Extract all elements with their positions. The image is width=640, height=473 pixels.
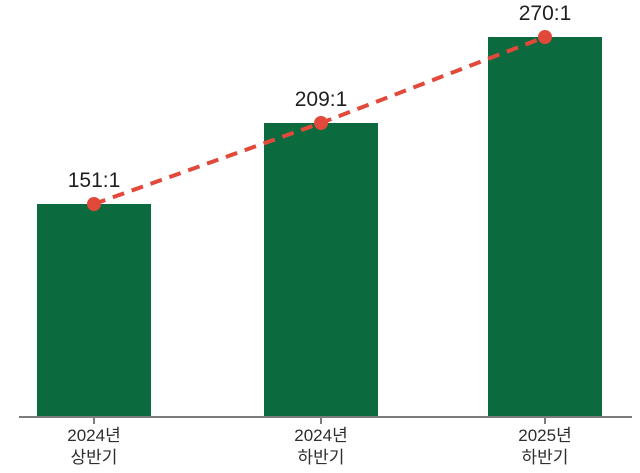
axis-tick [320, 417, 322, 424]
x-axis-line [19, 416, 632, 418]
bar-2025-h2 [488, 37, 602, 417]
value-label: 151:1 [67, 169, 121, 192]
category-label: 2024년 상반기 [67, 425, 120, 469]
category-label: 2025년 하반기 [518, 425, 571, 469]
category-line2: 하반기 [521, 448, 569, 467]
category-line1: 2024년 [67, 426, 121, 445]
category-line1: 2024년 [294, 426, 348, 445]
bar-2024-h1 [37, 204, 151, 417]
value-label: 209:1 [294, 88, 348, 111]
axis-tick [544, 417, 546, 424]
category-line1: 2025년 [518, 426, 572, 445]
category-line2: 상반기 [70, 448, 118, 467]
axis-tick [93, 417, 95, 424]
bar-2024-h2 [264, 123, 378, 417]
category-line2: 하반기 [297, 448, 345, 467]
category-label: 2024년 하반기 [294, 425, 347, 469]
value-label: 270:1 [518, 2, 572, 25]
